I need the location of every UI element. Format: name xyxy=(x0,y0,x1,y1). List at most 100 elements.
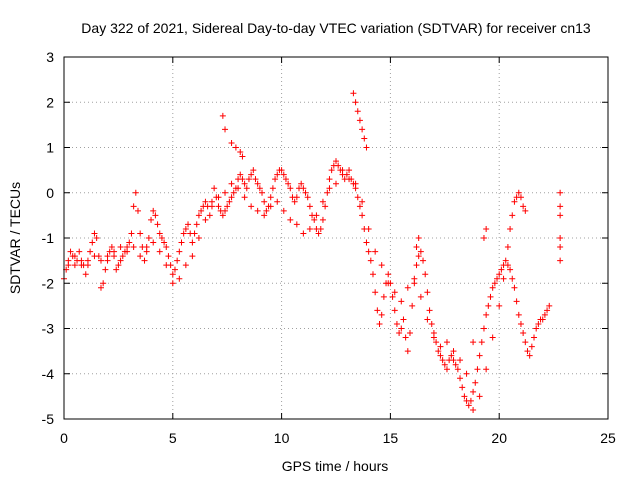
x-tick-label: 0 xyxy=(60,430,68,446)
data-point-secondary-trace xyxy=(228,180,235,187)
data-point-main-trace xyxy=(507,266,514,273)
data-point-isolated-points xyxy=(557,203,564,210)
data-point-main-trace xyxy=(300,185,307,192)
data-point-main-trace xyxy=(115,262,122,269)
x-tick-label: 5 xyxy=(169,430,177,446)
data-point-main-trace xyxy=(243,185,250,192)
data-point-secondary-trace xyxy=(417,293,424,300)
data-point-main-trace xyxy=(134,207,141,214)
y-tick-label: -4 xyxy=(42,366,55,382)
data-point-main-trace xyxy=(237,171,244,178)
data-point-main-trace xyxy=(400,316,407,323)
data-point-secondary-trace xyxy=(430,334,437,341)
data-point-main-trace xyxy=(256,185,263,192)
data-point-main-trace xyxy=(259,189,266,196)
data-point-main-trace xyxy=(304,194,311,201)
data-point-main-trace xyxy=(422,271,429,278)
data-point-isolated-points xyxy=(483,225,490,232)
data-point-main-trace xyxy=(222,207,229,214)
data-point-main-trace xyxy=(176,248,183,255)
data-point-main-trace xyxy=(245,176,252,183)
data-point-main-trace xyxy=(108,244,115,251)
data-point-main-trace xyxy=(393,320,400,327)
data-point-main-trace xyxy=(248,171,255,178)
data-point-main-trace xyxy=(302,189,309,196)
y-tick-label: -1 xyxy=(42,230,55,246)
data-point-secondary-trace xyxy=(169,280,176,287)
data-point-main-trace xyxy=(193,221,200,228)
data-point-isolated-points xyxy=(356,117,363,124)
data-point-main-trace xyxy=(539,316,546,323)
data-point-main-trace xyxy=(478,339,485,346)
data-point-secondary-trace xyxy=(319,198,326,205)
x-axis-label: GPS time / hours xyxy=(282,458,389,474)
data-point-isolated-points xyxy=(470,339,477,346)
data-point-main-trace xyxy=(319,216,326,223)
data-point-secondary-trace xyxy=(398,298,405,305)
data-point-main-trace xyxy=(252,176,259,183)
data-point-secondary-trace xyxy=(352,180,359,187)
data-point-isolated-points xyxy=(557,189,564,196)
data-point-main-trace xyxy=(515,311,522,318)
data-point-main-trace xyxy=(228,194,235,201)
data-point-main-trace xyxy=(528,343,535,350)
data-point-main-trace xyxy=(191,230,198,237)
data-point-main-trace xyxy=(389,293,396,300)
data-point-isolated-points xyxy=(239,153,246,160)
data-point-secondary-trace xyxy=(254,207,261,214)
y-tick-label: 3 xyxy=(46,49,54,65)
data-point-main-trace xyxy=(239,176,246,183)
data-point-main-trace xyxy=(171,266,178,273)
data-point-secondary-trace xyxy=(339,167,346,174)
data-point-secondary-trace xyxy=(391,289,398,296)
data-point-secondary-trace xyxy=(437,343,444,350)
data-point-secondary-trace xyxy=(509,212,516,219)
data-point-main-trace xyxy=(132,189,139,196)
data-point-main-trace xyxy=(137,230,144,237)
data-point-main-trace xyxy=(433,339,440,346)
data-point-main-trace xyxy=(97,284,104,291)
data-point-secondary-trace xyxy=(156,248,163,255)
data-point-secondary-trace xyxy=(457,357,464,364)
data-point-main-trace xyxy=(474,366,481,373)
data-point-secondary-trace xyxy=(411,275,418,282)
data-point-main-trace xyxy=(263,207,270,214)
data-point-isolated-points xyxy=(232,144,239,151)
data-point-main-trace xyxy=(71,262,78,269)
data-point-main-trace xyxy=(356,203,363,210)
data-point-main-trace xyxy=(154,221,161,228)
data-point-main-trace xyxy=(76,248,83,255)
x-tick-label: 20 xyxy=(491,430,507,446)
data-point-main-trace xyxy=(454,366,461,373)
data-point-main-trace xyxy=(306,203,313,210)
data-point-main-trace xyxy=(158,235,165,241)
data-point-main-trace xyxy=(424,289,431,296)
data-point-main-trace xyxy=(513,298,520,305)
data-point-main-trace xyxy=(489,284,496,291)
data-point-secondary-trace xyxy=(515,189,522,196)
data-point-secondary-trace xyxy=(150,239,157,246)
data-point-secondary-trace xyxy=(313,212,320,219)
data-point-secondary-trace xyxy=(137,253,144,260)
data-point-isolated-points xyxy=(350,90,357,97)
data-point-main-trace xyxy=(483,311,490,318)
data-point-secondary-trace xyxy=(65,262,72,269)
data-point-secondary-trace xyxy=(511,198,518,205)
data-point-main-trace xyxy=(391,307,398,314)
data-point-main-trace xyxy=(89,239,96,246)
data-point-main-trace xyxy=(272,176,279,183)
data-point-main-trace xyxy=(67,248,74,255)
data-point-isolated-points xyxy=(228,139,235,146)
data-point-main-trace xyxy=(130,203,137,210)
data-point-secondary-trace xyxy=(504,244,511,251)
data-point-main-trace xyxy=(531,334,538,341)
data-point-main-trace xyxy=(485,302,492,309)
data-point-main-trace xyxy=(343,171,350,178)
data-point-secondary-trace xyxy=(84,257,91,264)
data-point-secondary-trace xyxy=(222,189,229,196)
data-point-main-trace xyxy=(404,348,411,355)
data-point-main-trace xyxy=(93,235,100,241)
data-point-isolated-points xyxy=(413,244,420,251)
y-tick-label: -5 xyxy=(42,411,55,427)
data-point-secondary-trace xyxy=(202,216,209,223)
